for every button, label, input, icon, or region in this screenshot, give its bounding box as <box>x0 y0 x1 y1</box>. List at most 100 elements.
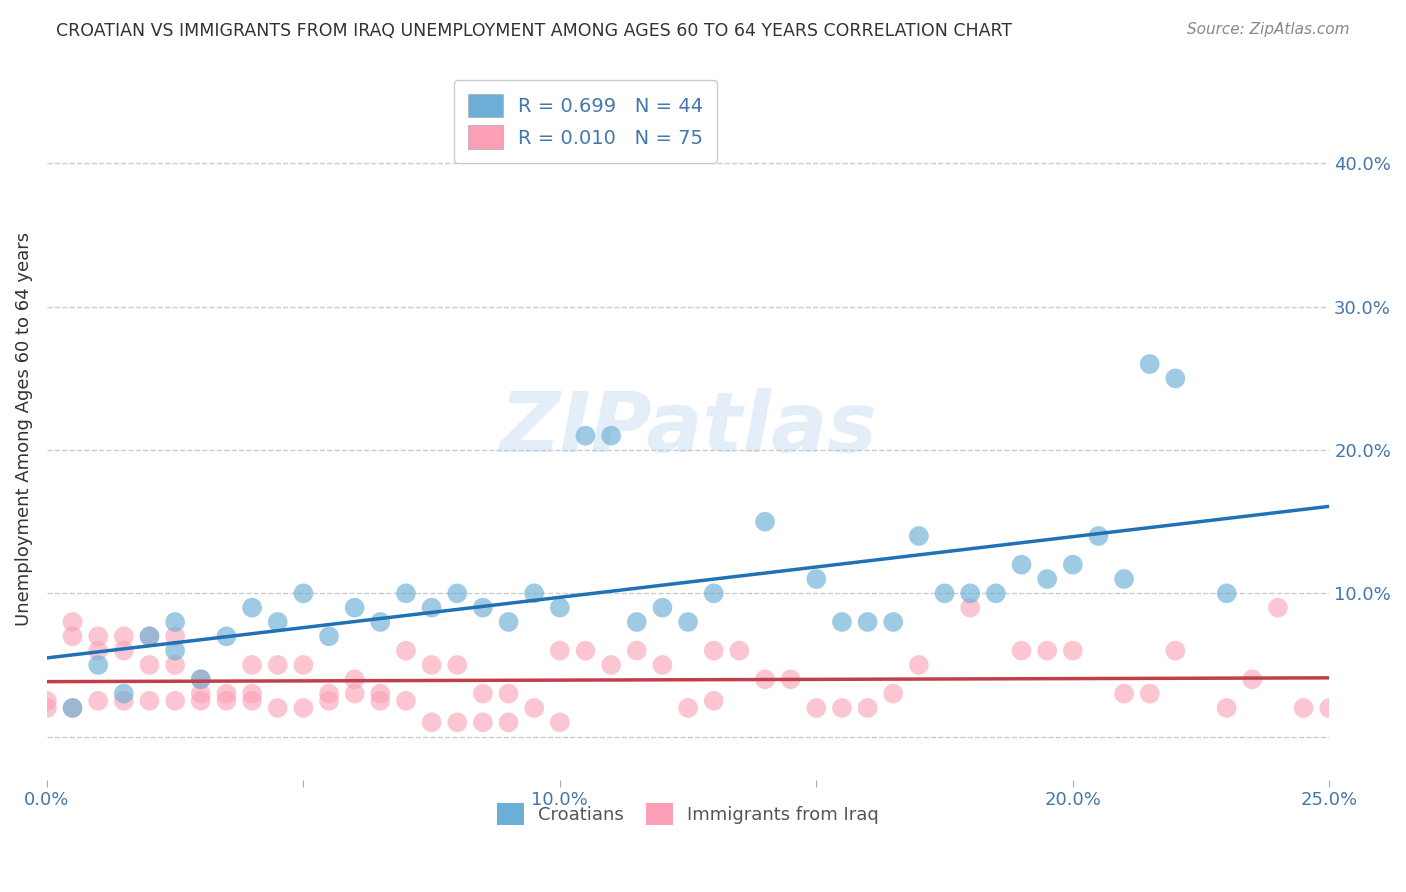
Point <box>318 687 340 701</box>
Point <box>676 615 699 629</box>
Point <box>626 615 648 629</box>
Point <box>190 687 212 701</box>
Point <box>267 615 290 629</box>
Text: CROATIAN VS IMMIGRANTS FROM IRAQ UNEMPLOYMENT AMONG AGES 60 TO 64 YEARS CORRELAT: CROATIAN VS IMMIGRANTS FROM IRAQ UNEMPLO… <box>56 22 1012 40</box>
Point <box>703 643 725 657</box>
Point <box>87 629 110 643</box>
Point <box>600 428 623 442</box>
Point <box>190 673 212 687</box>
Point <box>395 586 418 600</box>
Point <box>882 615 904 629</box>
Point <box>703 694 725 708</box>
Point <box>368 694 391 708</box>
Point <box>831 615 853 629</box>
Point <box>343 687 366 701</box>
Point <box>806 572 828 586</box>
Text: Source: ZipAtlas.com: Source: ZipAtlas.com <box>1187 22 1350 37</box>
Point <box>138 657 160 672</box>
Point <box>471 715 494 730</box>
Point <box>112 694 135 708</box>
Point <box>138 629 160 643</box>
Point <box>1011 558 1033 572</box>
Point <box>1317 701 1340 715</box>
Y-axis label: Unemployment Among Ages 60 to 64 years: Unemployment Among Ages 60 to 64 years <box>15 231 32 625</box>
Point <box>626 643 648 657</box>
Point <box>35 701 58 715</box>
Point <box>1139 357 1161 371</box>
Point <box>343 673 366 687</box>
Point <box>882 687 904 701</box>
Point <box>1011 643 1033 657</box>
Point <box>548 643 571 657</box>
Point <box>62 629 84 643</box>
Point <box>1215 701 1237 715</box>
Point <box>908 529 931 543</box>
Point <box>112 643 135 657</box>
Point <box>959 600 981 615</box>
Point <box>292 657 315 672</box>
Point <box>240 600 263 615</box>
Point <box>165 615 187 629</box>
Point <box>215 629 238 643</box>
Point <box>368 615 391 629</box>
Point <box>62 701 84 715</box>
Point <box>138 629 160 643</box>
Point <box>165 643 187 657</box>
Point <box>651 600 673 615</box>
Point <box>908 657 931 672</box>
Point <box>574 643 596 657</box>
Point <box>318 629 340 643</box>
Point <box>112 629 135 643</box>
Point <box>395 643 418 657</box>
Point <box>267 657 290 672</box>
Point <box>1267 600 1289 615</box>
Point <box>292 586 315 600</box>
Point <box>1292 701 1315 715</box>
Point <box>523 586 546 600</box>
Point <box>548 600 571 615</box>
Point <box>754 673 776 687</box>
Point <box>498 615 520 629</box>
Point <box>292 701 315 715</box>
Point <box>703 586 725 600</box>
Point <box>446 715 468 730</box>
Point <box>856 701 879 715</box>
Point <box>574 428 596 442</box>
Point <box>318 694 340 708</box>
Point <box>1087 529 1109 543</box>
Point <box>1215 586 1237 600</box>
Point <box>1112 687 1135 701</box>
Point <box>165 694 187 708</box>
Point <box>728 643 751 657</box>
Point <box>240 694 263 708</box>
Point <box>651 657 673 672</box>
Point <box>165 657 187 672</box>
Point <box>215 687 238 701</box>
Point <box>676 701 699 715</box>
Point <box>112 687 135 701</box>
Point <box>523 701 546 715</box>
Point <box>446 657 468 672</box>
Point <box>240 657 263 672</box>
Point <box>1062 558 1084 572</box>
Point <box>420 600 443 615</box>
Point <box>856 615 879 629</box>
Point <box>267 701 290 715</box>
Point <box>1164 643 1187 657</box>
Point <box>1062 643 1084 657</box>
Point <box>343 600 366 615</box>
Point <box>934 586 956 600</box>
Point <box>498 715 520 730</box>
Point <box>1164 371 1187 385</box>
Point <box>600 657 623 672</box>
Point <box>368 687 391 701</box>
Point <box>779 673 801 687</box>
Point <box>420 657 443 672</box>
Point <box>1036 643 1059 657</box>
Point <box>87 694 110 708</box>
Text: ZIPatlas: ZIPatlas <box>499 388 877 469</box>
Point <box>984 586 1007 600</box>
Point <box>87 657 110 672</box>
Point <box>87 643 110 657</box>
Point <box>1112 572 1135 586</box>
